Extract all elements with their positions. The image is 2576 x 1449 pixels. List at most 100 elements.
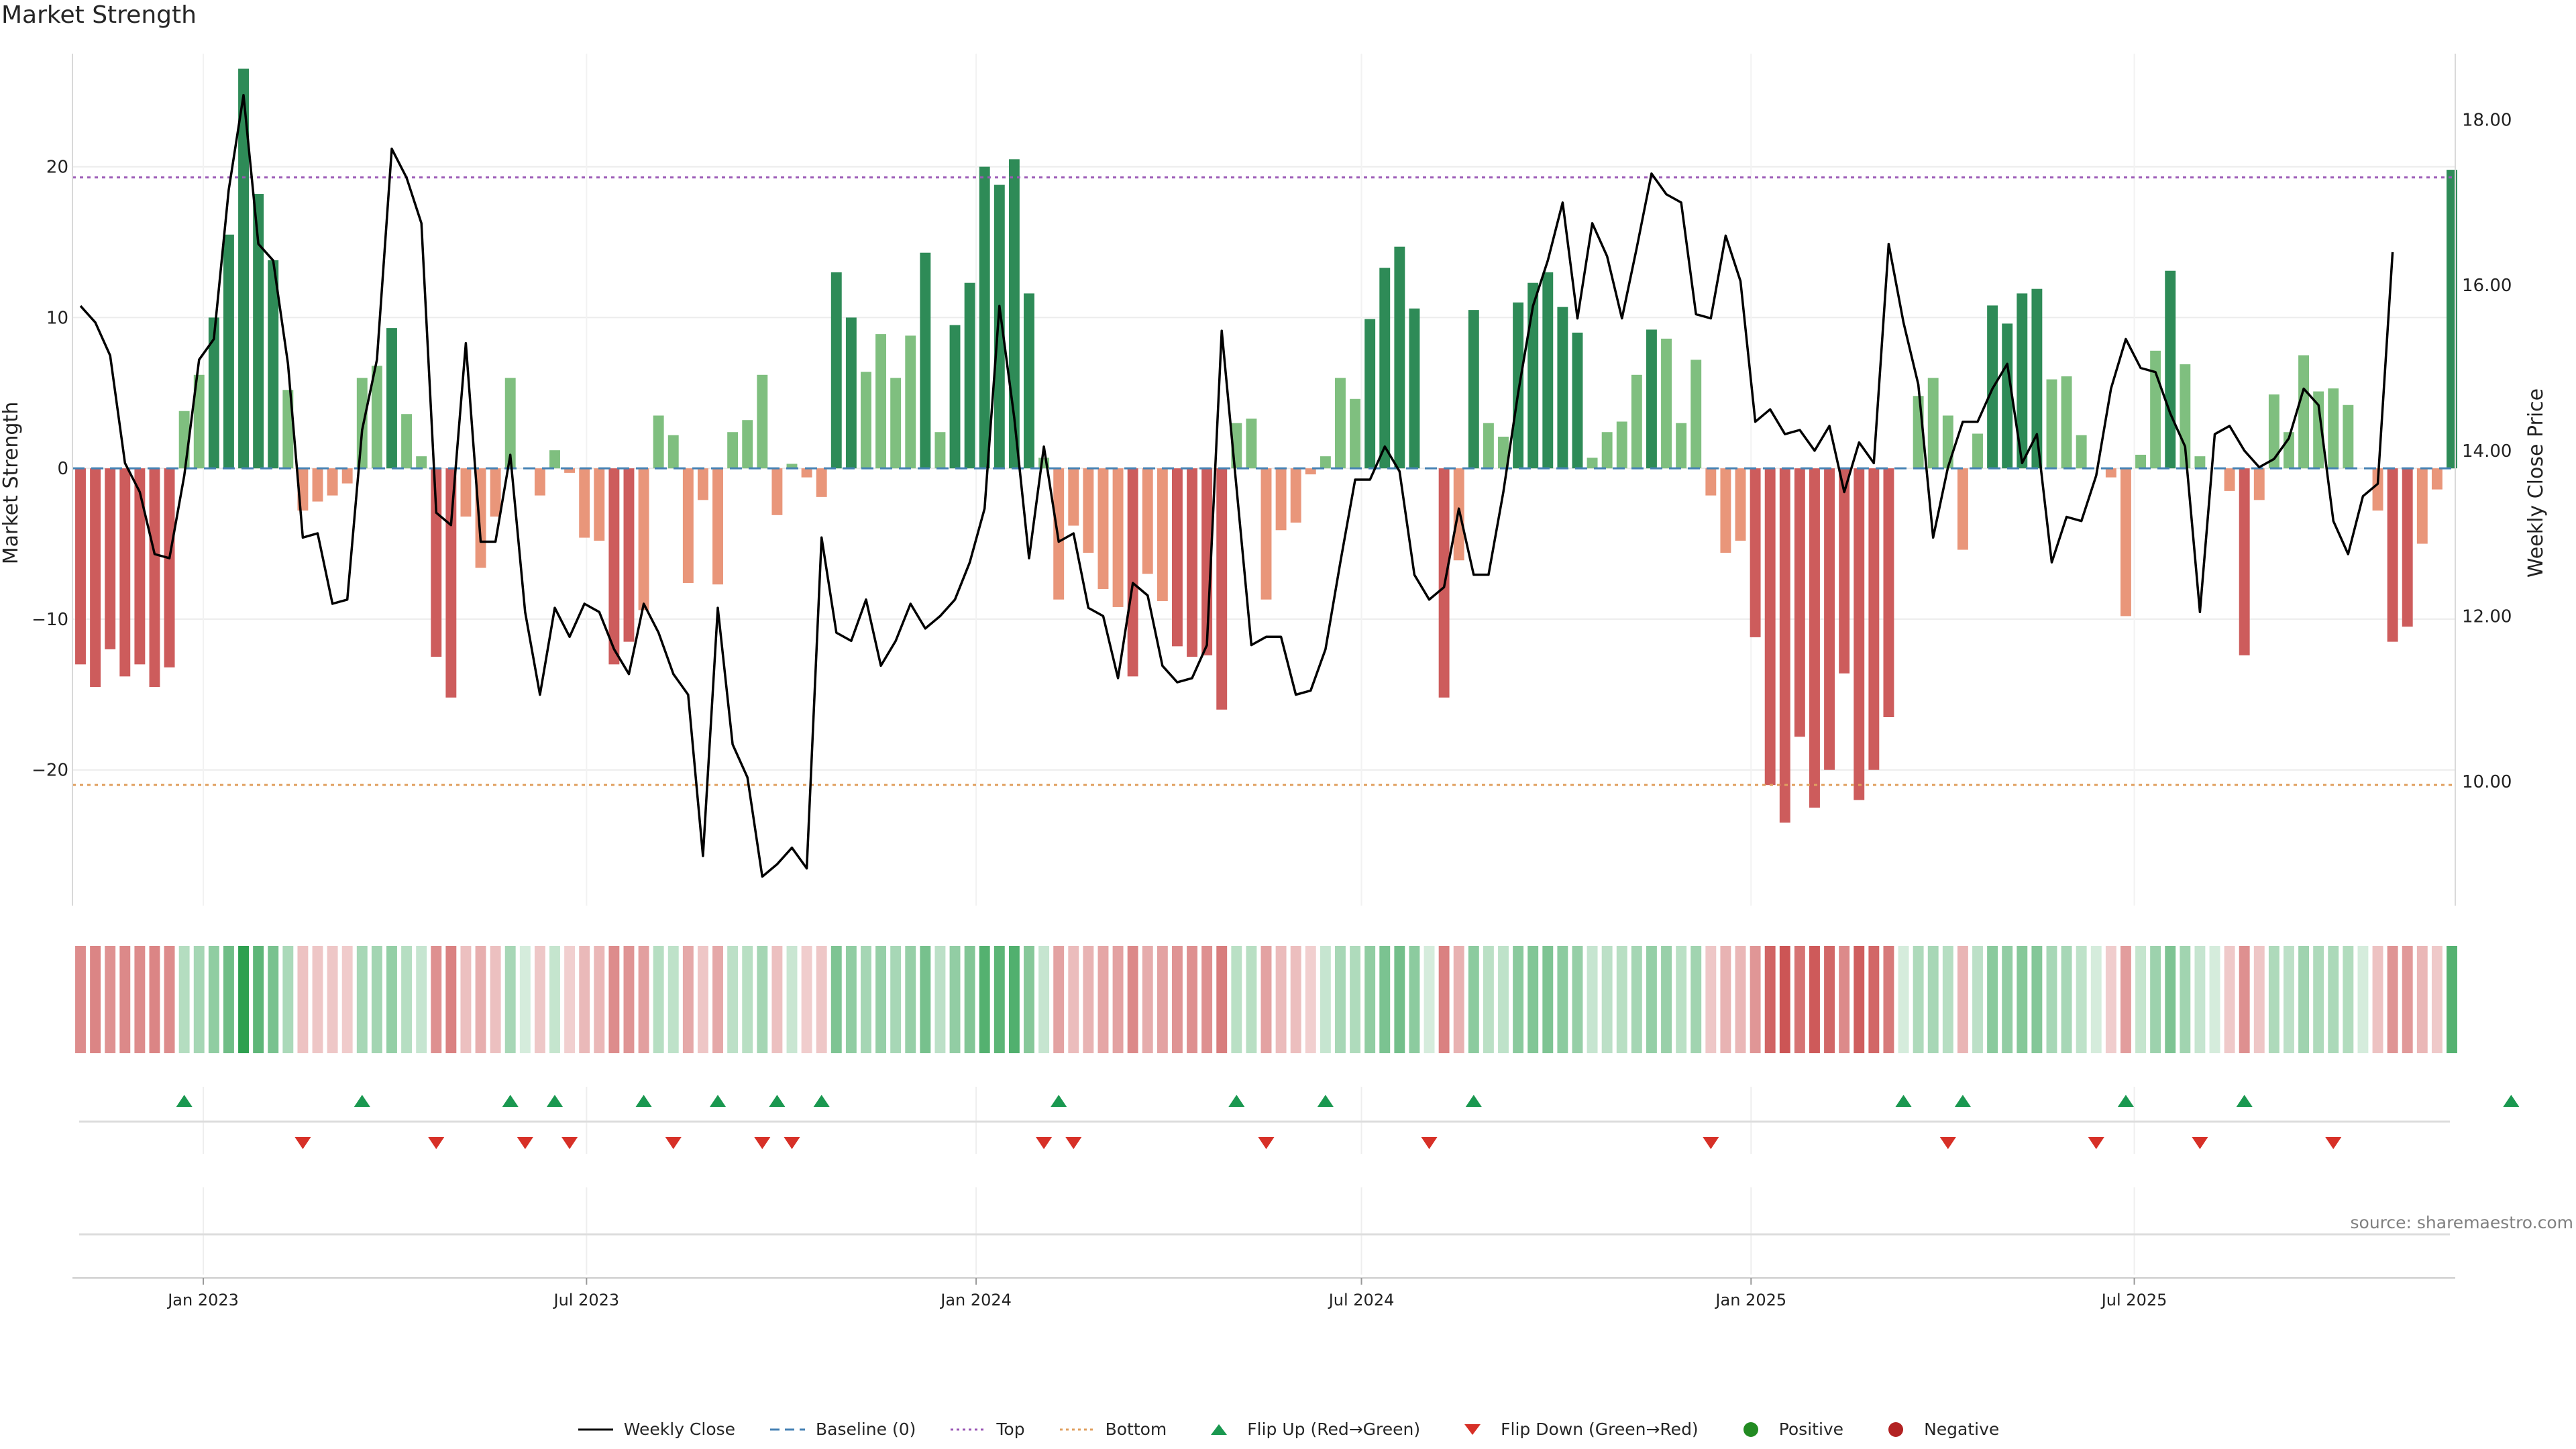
strength-bar [504,378,516,469]
circle-icon [1888,1421,1904,1437]
strength-bar [1083,468,1094,553]
strength-bar [682,468,694,583]
grid-layer [72,54,2455,1275]
strength-bar [2165,270,2176,469]
strength-bar [1587,458,1598,469]
flip-up-marker [1051,1095,1067,1107]
strength-bar [2105,468,2116,478]
heatmap-cell [341,946,353,1053]
heatmap-cell [356,946,368,1053]
strength-bar [1409,308,1420,469]
heatmap-cell [1898,946,1909,1053]
heatmap-cell [1868,946,1880,1053]
heatmap-cell [875,946,887,1053]
heatmap-cell [208,946,219,1053]
heatmap-cell [1142,946,1153,1053]
strength-bar [579,468,590,538]
heatmap-cell [594,946,605,1053]
heatmap-cell [1557,946,1568,1053]
flip-down-marker [1036,1137,1053,1149]
heatmap-cell [1942,946,1953,1053]
strength-bar [1246,418,1257,469]
heatmap-cell [742,946,753,1053]
heatmap-cell [830,946,842,1053]
triangle-down-icon [1464,1424,1481,1435]
strength-bar [1171,468,1183,647]
strength-bar [905,335,916,469]
strength-bar [2239,468,2250,655]
strength-bar [638,468,649,610]
heatmap-cell [861,946,871,1053]
heatmap-cell [1631,946,1642,1053]
heatmap-cell [2002,946,2013,1053]
heatmap-cell [1735,946,1746,1053]
strength-bar [1839,468,1850,674]
strength-bar [223,234,234,469]
strength-bar [742,420,753,469]
strength-bar [994,184,1005,469]
heatmap-cell [2343,946,2354,1053]
strength-bar [1498,436,1509,469]
flip-down-marker [784,1137,800,1149]
strength-bar [2343,405,2354,469]
heatmap-cell [431,946,442,1053]
flip-up-marker [2503,1095,2520,1107]
strength-bar [1616,421,1627,469]
heatmap-cell [1720,946,1731,1053]
strength-bar [1720,468,1731,553]
legend-item: Weekly Close [577,1419,735,1439]
strength-bar [549,450,560,469]
heatmap-cell [1601,946,1613,1053]
strength-bar [282,390,294,469]
flip-down-marker [561,1137,578,1149]
heatmap-cell [1424,946,1435,1053]
heatmap-cell [1083,946,1094,1053]
strength-bar [2224,468,2235,491]
heatmap-cell [682,946,694,1053]
strength-bar [1127,468,1138,677]
heatmap-cell [1661,946,1672,1053]
strength-bar [2017,293,2028,469]
strength-bar [1364,319,1376,469]
heatmap-cell [2284,946,2294,1053]
heatmap-cell [994,946,1005,1053]
strength-bar [697,468,708,500]
heatmap-cell [816,946,827,1053]
strength-bar [416,456,427,469]
flip-down-marker [1939,1137,1956,1149]
strength-bar [208,317,219,469]
heatmap-cell [2209,946,2220,1053]
circle-icon [1743,1421,1758,1437]
strength-bar [1483,423,1494,469]
heatmap-cell [119,946,131,1053]
heatmap-cell [564,946,576,1053]
heatmap-cell [771,946,783,1053]
strength-bar [75,468,86,665]
strength-bar [920,252,931,469]
heatmap-cell [1350,946,1361,1053]
strength-bar [164,468,175,667]
heatmap-cell [1987,946,1998,1053]
strength-bar [386,328,397,469]
strength-bar [2031,288,2043,469]
strength-bar [1750,468,1761,637]
strength-bar [594,468,605,541]
strength-bar [1661,338,1672,469]
strength-bar [2402,468,2413,627]
heatmap-cell [2239,946,2250,1053]
strength-bar [1542,272,1554,469]
heatmap-cell [2031,946,2043,1053]
heatmap-cell [475,946,486,1053]
strength-bar [1142,468,1153,574]
heatmap-cell [1068,946,1079,1053]
strength-bar [371,366,382,469]
flip-up-marker [1465,1095,1482,1107]
flip-down-marker [1065,1137,1082,1149]
strength-bar [2076,435,2087,469]
strength-bar [1957,468,1968,550]
heatmap-cell [1409,946,1420,1053]
heatmap-cell [949,946,961,1053]
strength-bar [1394,246,1405,469]
heatmap-cell [1839,946,1850,1053]
strength-bar [2328,388,2339,469]
